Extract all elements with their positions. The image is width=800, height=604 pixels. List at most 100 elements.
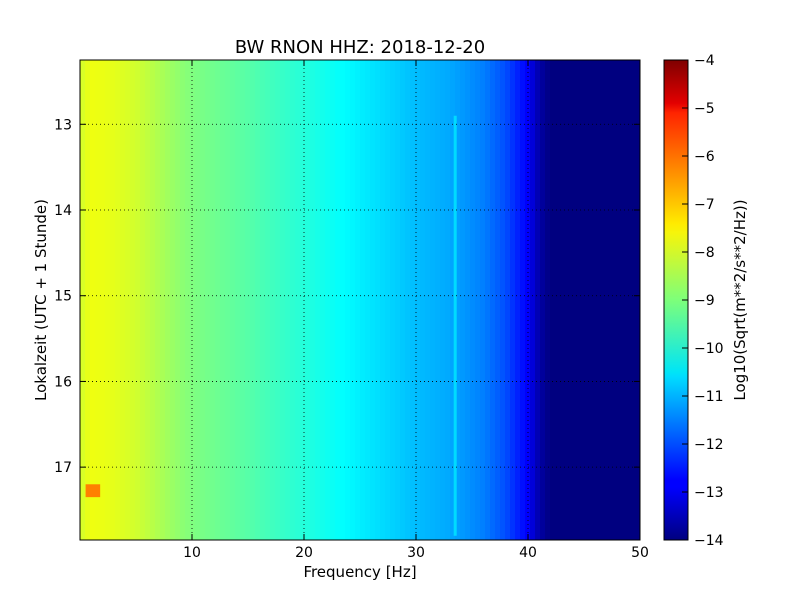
heatmap-column	[540, 60, 546, 540]
heatmap-column	[595, 60, 601, 540]
heatmap-column	[175, 60, 181, 540]
heatmap-column	[590, 60, 596, 540]
y-tick-label: 14	[54, 203, 72, 219]
heatmap-column	[275, 60, 281, 540]
heatmap-column	[330, 60, 336, 540]
heatmap-column	[225, 60, 231, 540]
heatmap-column	[435, 60, 441, 540]
colorbar-tick-label: −7	[694, 197, 715, 213]
heatmap-column	[85, 60, 91, 540]
heatmap-column	[630, 60, 636, 540]
heatmap-column	[515, 60, 521, 540]
heatmap-column	[100, 60, 106, 540]
heatmap-column	[580, 60, 586, 540]
heatmap-column	[535, 60, 541, 540]
heatmap-column	[90, 60, 96, 540]
heatmap-column	[130, 60, 136, 540]
heatmap-column	[150, 60, 156, 540]
heatmap-column	[495, 60, 501, 540]
heatmap	[80, 60, 640, 540]
heatmap-column	[355, 60, 361, 540]
heatmap-column	[625, 60, 631, 540]
heatmap-column	[480, 60, 486, 540]
heatmap-column	[400, 60, 406, 540]
heatmap-column	[380, 60, 386, 540]
heatmap-column	[195, 60, 201, 540]
heatmap-column	[315, 60, 321, 540]
heatmap-column	[465, 60, 471, 540]
heatmap-column	[445, 60, 451, 540]
heatmap-column	[105, 60, 111, 540]
heatmap-column	[440, 60, 446, 540]
heatmap-column	[575, 60, 581, 540]
heatmap-column	[405, 60, 411, 540]
heatmap-column	[410, 60, 416, 540]
heatmap-column	[545, 60, 551, 540]
heatmap-column	[460, 60, 466, 540]
heatmap-column	[280, 60, 286, 540]
heatmap-column	[215, 60, 221, 540]
heatmap-column	[205, 60, 211, 540]
heatmap-column	[220, 60, 226, 540]
heatmap-column	[520, 60, 526, 540]
heatmap-column	[310, 60, 316, 540]
heatmap-column	[295, 60, 301, 540]
heatmap-column	[455, 60, 461, 540]
heatmap-column	[565, 60, 571, 540]
heatmap-column	[485, 60, 491, 540]
heatmap-column	[110, 60, 116, 540]
heatmap-column	[370, 60, 376, 540]
heatmap-column	[605, 60, 611, 540]
heatmap-column	[600, 60, 606, 540]
colorbar-ticks: −4 −5 −6 −7 −8 −9 −10 −11 −12 −13 −14	[682, 53, 724, 549]
heatmap-column	[350, 60, 356, 540]
heatmap-column	[500, 60, 506, 540]
chart-title: BW RNON HHZ: 2018-12-20	[235, 37, 485, 58]
heatmap-column	[585, 60, 591, 540]
heatmap-column	[80, 60, 86, 540]
heatmap-column	[470, 60, 476, 540]
heatmap-column	[140, 60, 146, 540]
heatmap-column	[190, 60, 196, 540]
heatmap-column	[245, 60, 251, 540]
heatmap-column	[360, 60, 366, 540]
heatmap-column	[325, 60, 331, 540]
heatmap-column	[570, 60, 576, 540]
colorbar-tick-label: −5	[694, 101, 715, 117]
heatmap-column	[555, 60, 561, 540]
heatmap-column	[505, 60, 511, 540]
heatmap-column	[550, 60, 556, 540]
plot-frame	[79, 59, 641, 541]
heatmap-column	[95, 60, 101, 540]
heatmap-column	[285, 60, 291, 540]
heatmap-column	[560, 60, 566, 540]
heatmap-column	[390, 60, 396, 540]
x-tick-label: 20	[295, 545, 313, 561]
heatmap-column	[385, 60, 391, 540]
heatmap-column	[240, 60, 246, 540]
heatmap-column	[365, 60, 371, 540]
heatmap-column	[125, 60, 131, 540]
y-tick-label: 16	[54, 374, 72, 390]
colorbar-tick-label: −13	[694, 485, 724, 501]
heatmap-column	[320, 60, 326, 540]
y-tick-label: 15	[54, 289, 72, 305]
heatmap-column	[185, 60, 191, 540]
heatmap-column	[170, 60, 176, 540]
heatmap-column	[415, 60, 421, 540]
colorbar-tick-label: −8	[694, 245, 715, 261]
heatmap-column	[375, 60, 381, 540]
heatmap-column	[200, 60, 206, 540]
heatmap-column	[155, 60, 161, 540]
heatmap-column	[135, 60, 141, 540]
colorbar-label: Log10(Sqrt(m**2/s**2/Hz))	[731, 199, 749, 400]
y-tick-label: 17	[54, 460, 72, 476]
heatmap-column	[335, 60, 341, 540]
x-tick-label: 40	[519, 545, 537, 561]
heatmap-column	[255, 60, 261, 540]
heatmap-column	[160, 60, 166, 540]
colorbar-tick-label: −11	[694, 389, 724, 405]
heatmap-column	[180, 60, 186, 540]
heatmap-column	[300, 60, 306, 540]
grid-lines	[80, 60, 640, 540]
